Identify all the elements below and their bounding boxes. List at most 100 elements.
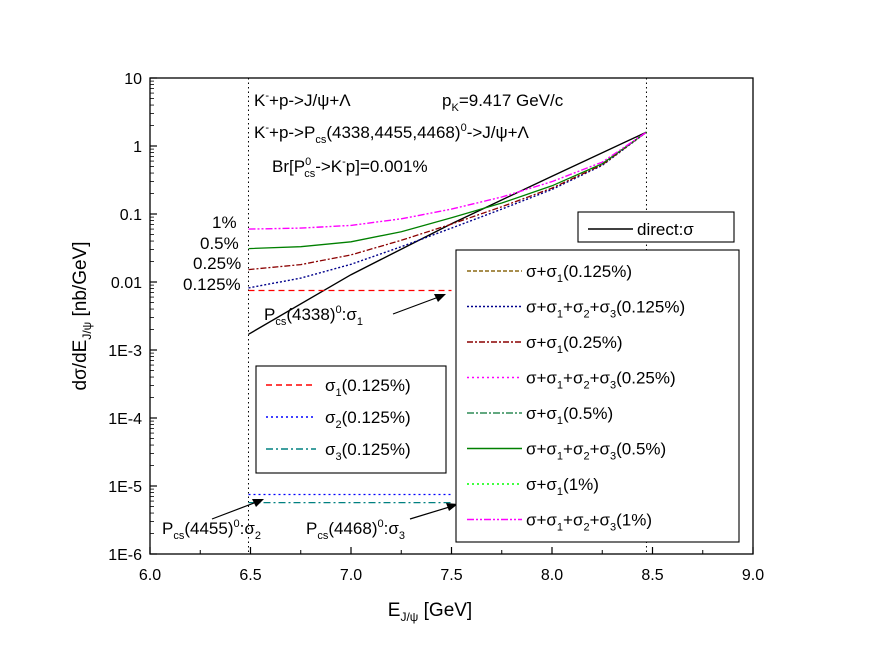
reaction-direct-k-sup: -: [265, 90, 269, 102]
pcs4338-mass-sup: 0: [335, 304, 341, 316]
branching-ratio-a-sup: 0: [305, 156, 311, 168]
legend-part: (0.125%): [616, 298, 685, 317]
legend-part-sub: 3: [610, 380, 616, 392]
y-tick-label: 1E-3: [108, 343, 142, 360]
legend-part-sub: 1: [557, 344, 563, 356]
legend-part: (0.125%): [563, 262, 632, 281]
legend-part: (0.25%): [616, 369, 676, 388]
legend-part: (0.5%): [616, 440, 666, 459]
legend-sigma: σ: [325, 376, 336, 395]
pcs4468-p: P: [306, 519, 317, 538]
pct-label-05: 0.5%: [200, 234, 239, 253]
y-axis-label-sub: J/ψ: [80, 322, 94, 340]
branching-ratio-b: ->K: [315, 157, 343, 176]
pcs4338-label: Pcs(4338)0:σ1: [264, 304, 363, 328]
legend-part: (0.5%): [563, 404, 613, 423]
legend-right-label-1: σ+σ1(0.125%): [526, 262, 632, 285]
pcs4455-arrow: [211, 499, 263, 520]
pcs4455-p-sub: cs: [173, 530, 185, 542]
pcs4338-mass: (4338): [286, 305, 335, 324]
x-axis-label-sub: J/ψ: [400, 610, 418, 624]
beam-momentum-value: =9.417 GeV/c: [459, 91, 564, 110]
legend-left-label-1: σ1(0.125%): [325, 376, 411, 399]
x-axis-label-unit: [GeV]: [418, 600, 472, 621]
legend-part-sub: 1: [557, 380, 563, 392]
legend-left-label-2: σ2(0.125%): [325, 408, 411, 431]
legend-part: +σ: [590, 511, 611, 530]
reaction-pcs-k: K: [254, 123, 266, 142]
pcs4338-sigma: :σ: [342, 305, 358, 324]
legend-sigma-sub: 1: [336, 387, 342, 399]
y-axis-label: dσ/dEJ/ψ [nb/GeV]: [70, 242, 94, 391]
legend-part-sub: 2: [583, 451, 589, 463]
pcs4455-mass: (4455): [184, 519, 233, 538]
legend-part-sub: 2: [583, 380, 589, 392]
reaction-direct-label: K-+p->J/ψ+Λ: [254, 90, 351, 110]
y-tick-label: 10: [124, 71, 142, 88]
x-axis-label: EJ/ψ [GeV]: [388, 600, 472, 624]
beam-momentum-sub: K: [451, 102, 459, 114]
y-tick-label: 1E-6: [108, 547, 142, 564]
legend-left-label-3: σ3(0.125%): [325, 440, 411, 463]
x-tick-label: 6.0: [139, 567, 161, 584]
legend-part-sub: 2: [583, 522, 589, 534]
legend-part: σ+σ: [526, 369, 557, 388]
x-axis-label-main: E: [388, 600, 401, 621]
pcs4468-label: Pcs(4468)0:σ3: [306, 518, 405, 542]
pcs4455-sigma-sub: 2: [255, 530, 261, 542]
pct-label-0125: 0.125%: [183, 275, 241, 294]
y-axis-label-unit: [nb/GeV]: [70, 242, 91, 322]
legend-left: σ1(0.125%)σ2(0.125%)σ3(0.125%): [255, 365, 447, 474]
legend-right-label-5: σ+σ1(0.5%): [526, 404, 613, 427]
pcs4338-p: P: [264, 305, 275, 324]
legend-part: +σ: [563, 511, 584, 530]
legend-sigma: σ: [325, 440, 336, 459]
legend-part: σ+σ: [526, 333, 557, 352]
branching-ratio-a-sub: cs: [304, 168, 316, 180]
legend-direct: direct:σ: [577, 211, 735, 243]
pcs4338-p-sub: cs: [275, 316, 287, 328]
legend-part: +σ: [590, 440, 611, 459]
branching-ratio-b-sup: -: [342, 156, 346, 168]
pcs4468-p-sub: cs: [317, 530, 329, 542]
legend-part: σ+σ: [526, 440, 557, 459]
x-tick-label: 7.5: [440, 567, 462, 584]
legend-right-frame: [455, 249, 740, 543]
legend-sigma-sub: 2: [336, 419, 342, 431]
y-tick-label: 1E-5: [108, 479, 142, 496]
legend-part: σ+σ: [526, 511, 557, 530]
pcs4468-sigma: :σ: [384, 519, 400, 538]
reaction-pcs-label: K-+p->Pcs(4338,4455,4468)0->J/ψ+Λ: [254, 122, 530, 146]
legend-suffix: (0.125%): [342, 440, 411, 459]
reaction-direct-k: K: [254, 91, 266, 110]
series-line-sum_1: [248, 131, 647, 230]
pcs4468-mass-sup: 0: [377, 518, 383, 530]
legend-part: σ+σ: [526, 404, 557, 423]
pcs4455-label: Pcs(4455)0:σ2: [162, 518, 261, 542]
pcs4468-arrowhead: [446, 503, 458, 511]
x-tick-label: 7.0: [340, 567, 362, 584]
legend-part-sub: 3: [610, 522, 616, 534]
reaction-pcs-p: +p->P: [269, 123, 315, 142]
legend-part-sub: 3: [610, 451, 616, 463]
x-tick-label: 8.5: [641, 567, 663, 584]
legend-direct-label: direct:σ: [637, 220, 694, 239]
legend-right-label-3: σ+σ1(0.25%): [526, 333, 623, 356]
reaction-pcs-masses: (4338,4455,4468): [326, 123, 460, 142]
pct-label-025: 0.25%: [193, 254, 241, 273]
branching-ratio-a: Br[P: [272, 157, 305, 176]
legend-right-label-6: σ+σ1+σ2+σ3(0.5%): [526, 440, 666, 463]
pcs4338-sigma-sub: 1: [357, 316, 363, 328]
legend-part: (0.25%): [563, 333, 623, 352]
legend-right: σ+σ1(0.125%)σ+σ1+σ2+σ3(0.125%)σ+σ1(0.25%…: [455, 249, 740, 543]
legend-part: σ+σ: [526, 298, 557, 317]
pcs4455-mass-sup: 0: [233, 518, 239, 530]
legend-part: +σ: [563, 369, 584, 388]
series-line-sum_05: [248, 131, 647, 250]
legend-part-sub: 1: [557, 309, 563, 321]
branching-ratio-label: Br[P0 cs->K-p]=0.001%: [272, 156, 428, 180]
legend-part-sub: 2: [583, 309, 589, 321]
legend-part: σ+σ: [526, 262, 557, 281]
beam-momentum-label: pK=9.417 GeV/c: [442, 91, 564, 114]
